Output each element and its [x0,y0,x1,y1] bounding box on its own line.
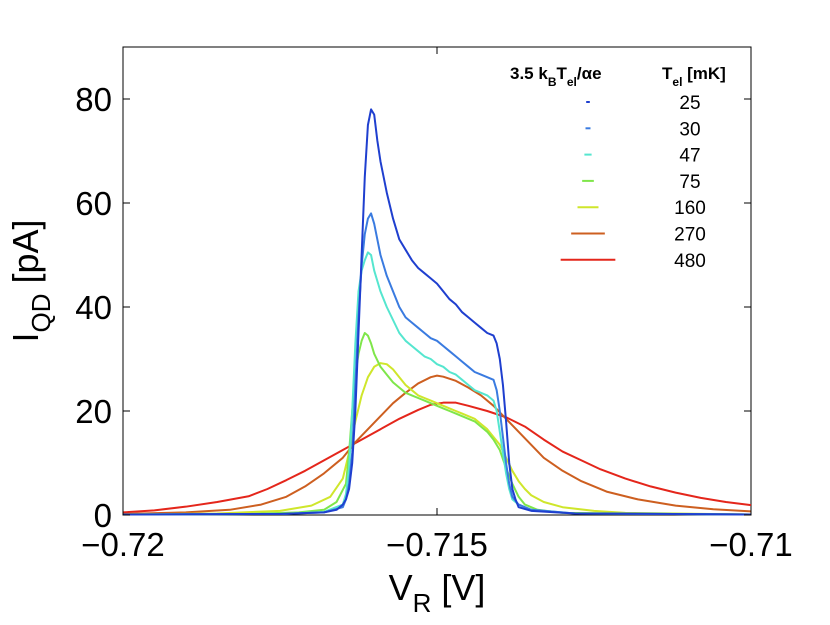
series-line-25 [122,108,752,516]
y-tick-label: 60 [75,185,112,222]
legend-title-right: Tel [mK] [662,64,726,89]
legend-label: 160 [674,198,706,219]
y-axis-title: IQD [pA] [5,219,56,342]
series-line-270 [122,374,752,515]
legend-label: 480 [674,251,706,272]
plot-frame [122,46,752,516]
x-tick-label: −0.72 [81,526,165,563]
y-tick-label: 0 [94,497,112,534]
x-axis-title: VR [V] [389,567,486,618]
legend-label: 25 [679,93,700,114]
series-layer [122,108,752,516]
y-tick-label: 40 [75,289,112,326]
y-tick-label: 20 [75,393,112,430]
ticks-layer: −0.72 −0.715 −0.71 0 20 40 60 80 [75,47,793,563]
legend: 3.5 kBTel/αe Tel [mK] 25 30 47 75 160 270 480 [510,64,726,272]
series-line-160 [122,362,752,516]
series-line-47 [122,251,752,516]
x-tick-label: −0.715 [386,526,488,563]
legend-label: 270 [674,225,706,246]
legend-label: 30 [679,119,700,140]
legend-title-left: 3.5 kBTel/αe [510,64,602,89]
legend-label: 47 [679,146,700,167]
y-tick-label: 80 [75,81,112,118]
legend-entries: 25 30 47 75 160 270 480 [560,93,706,272]
series-line-480 [122,401,752,514]
legend-label: 75 [679,172,700,193]
x-tick-label: −0.71 [709,526,793,563]
